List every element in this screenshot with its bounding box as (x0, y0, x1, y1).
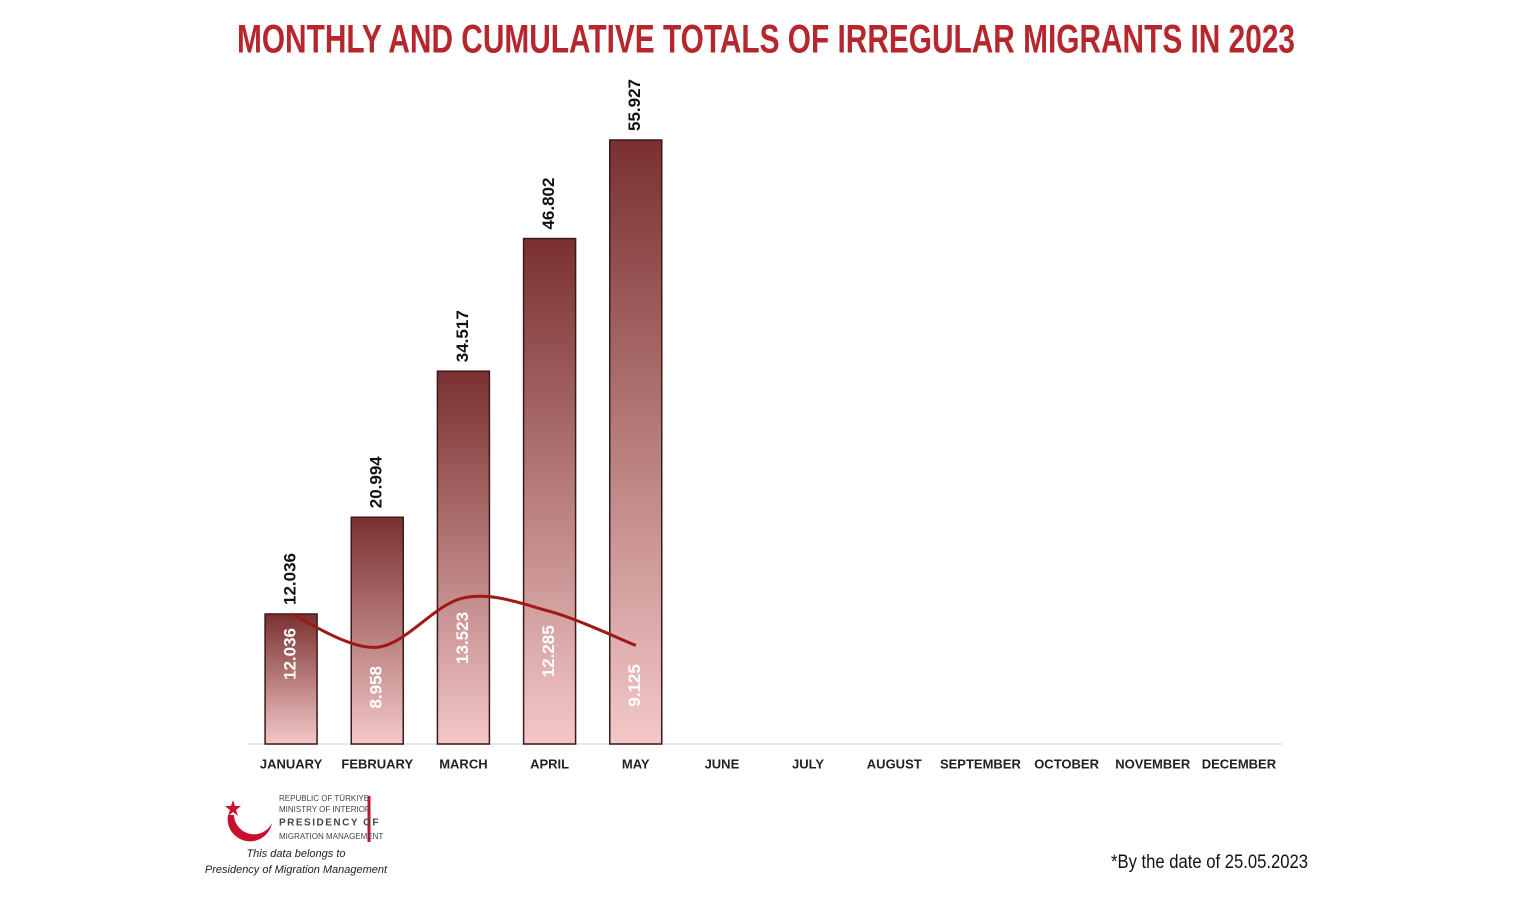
chart-title: MONTHLY AND CUMULATIVE TOTALS OF IRREGUL… (237, 18, 1295, 62)
logo-text: PRESIDENCY OF (279, 818, 380, 829)
bar-value-label: 34.517 (453, 310, 472, 362)
bar (350, 516, 404, 745)
x-tick-label: OCTOBER (1034, 756, 1099, 771)
line-value-label: 9.125 (625, 664, 644, 707)
x-tick-label: JULY (792, 756, 824, 771)
bar-value-label: 12.036 (281, 553, 300, 605)
x-tick-label: JANUARY (260, 756, 323, 771)
logo: REPUBLIC OF TÜRKIYE MINISTRY OF INTERIOR… (225, 794, 383, 842)
line-value-label: 12.036 (281, 628, 300, 680)
x-tick-label: MARCH (439, 756, 487, 771)
x-tick-label: MAY (622, 756, 650, 771)
x-tick-label: DECEMBER (1202, 756, 1277, 771)
bar (609, 139, 663, 745)
x-tick-label: AUGUST (867, 756, 922, 771)
x-tick-label: FEBRUARY (341, 756, 413, 771)
footnote: *By the date of 25.05.2023 (1111, 852, 1308, 873)
logo-text: MINISTRY OF INTERIOR (279, 805, 371, 814)
bar (264, 613, 318, 745)
x-tick-label: SEPTEMBER (940, 756, 1022, 771)
bar (522, 237, 577, 745)
x-tick-label: APRIL (530, 756, 569, 771)
bar-value-label: 20.994 (367, 456, 386, 509)
line-value-label: 13.523 (453, 612, 472, 664)
x-tick-label: JUNE (705, 756, 740, 771)
logo-text: REPUBLIC OF TÜRKIYE (279, 794, 369, 803)
source-note: This data belongs to (246, 848, 345, 860)
line (290, 594, 637, 649)
bar-value-label: 55.927 (625, 79, 644, 131)
x-tick-label: NOVEMBER (1115, 756, 1191, 771)
line-value-label: 12.285 (539, 625, 558, 677)
source-note: Presidency of Migration Management (205, 864, 388, 876)
logo-text: MIGRATION MANAGEMENT (279, 832, 383, 841)
bar-value-label: 46.802 (539, 178, 558, 230)
bar (436, 370, 491, 745)
line-value-label: 8.958 (367, 666, 386, 709)
